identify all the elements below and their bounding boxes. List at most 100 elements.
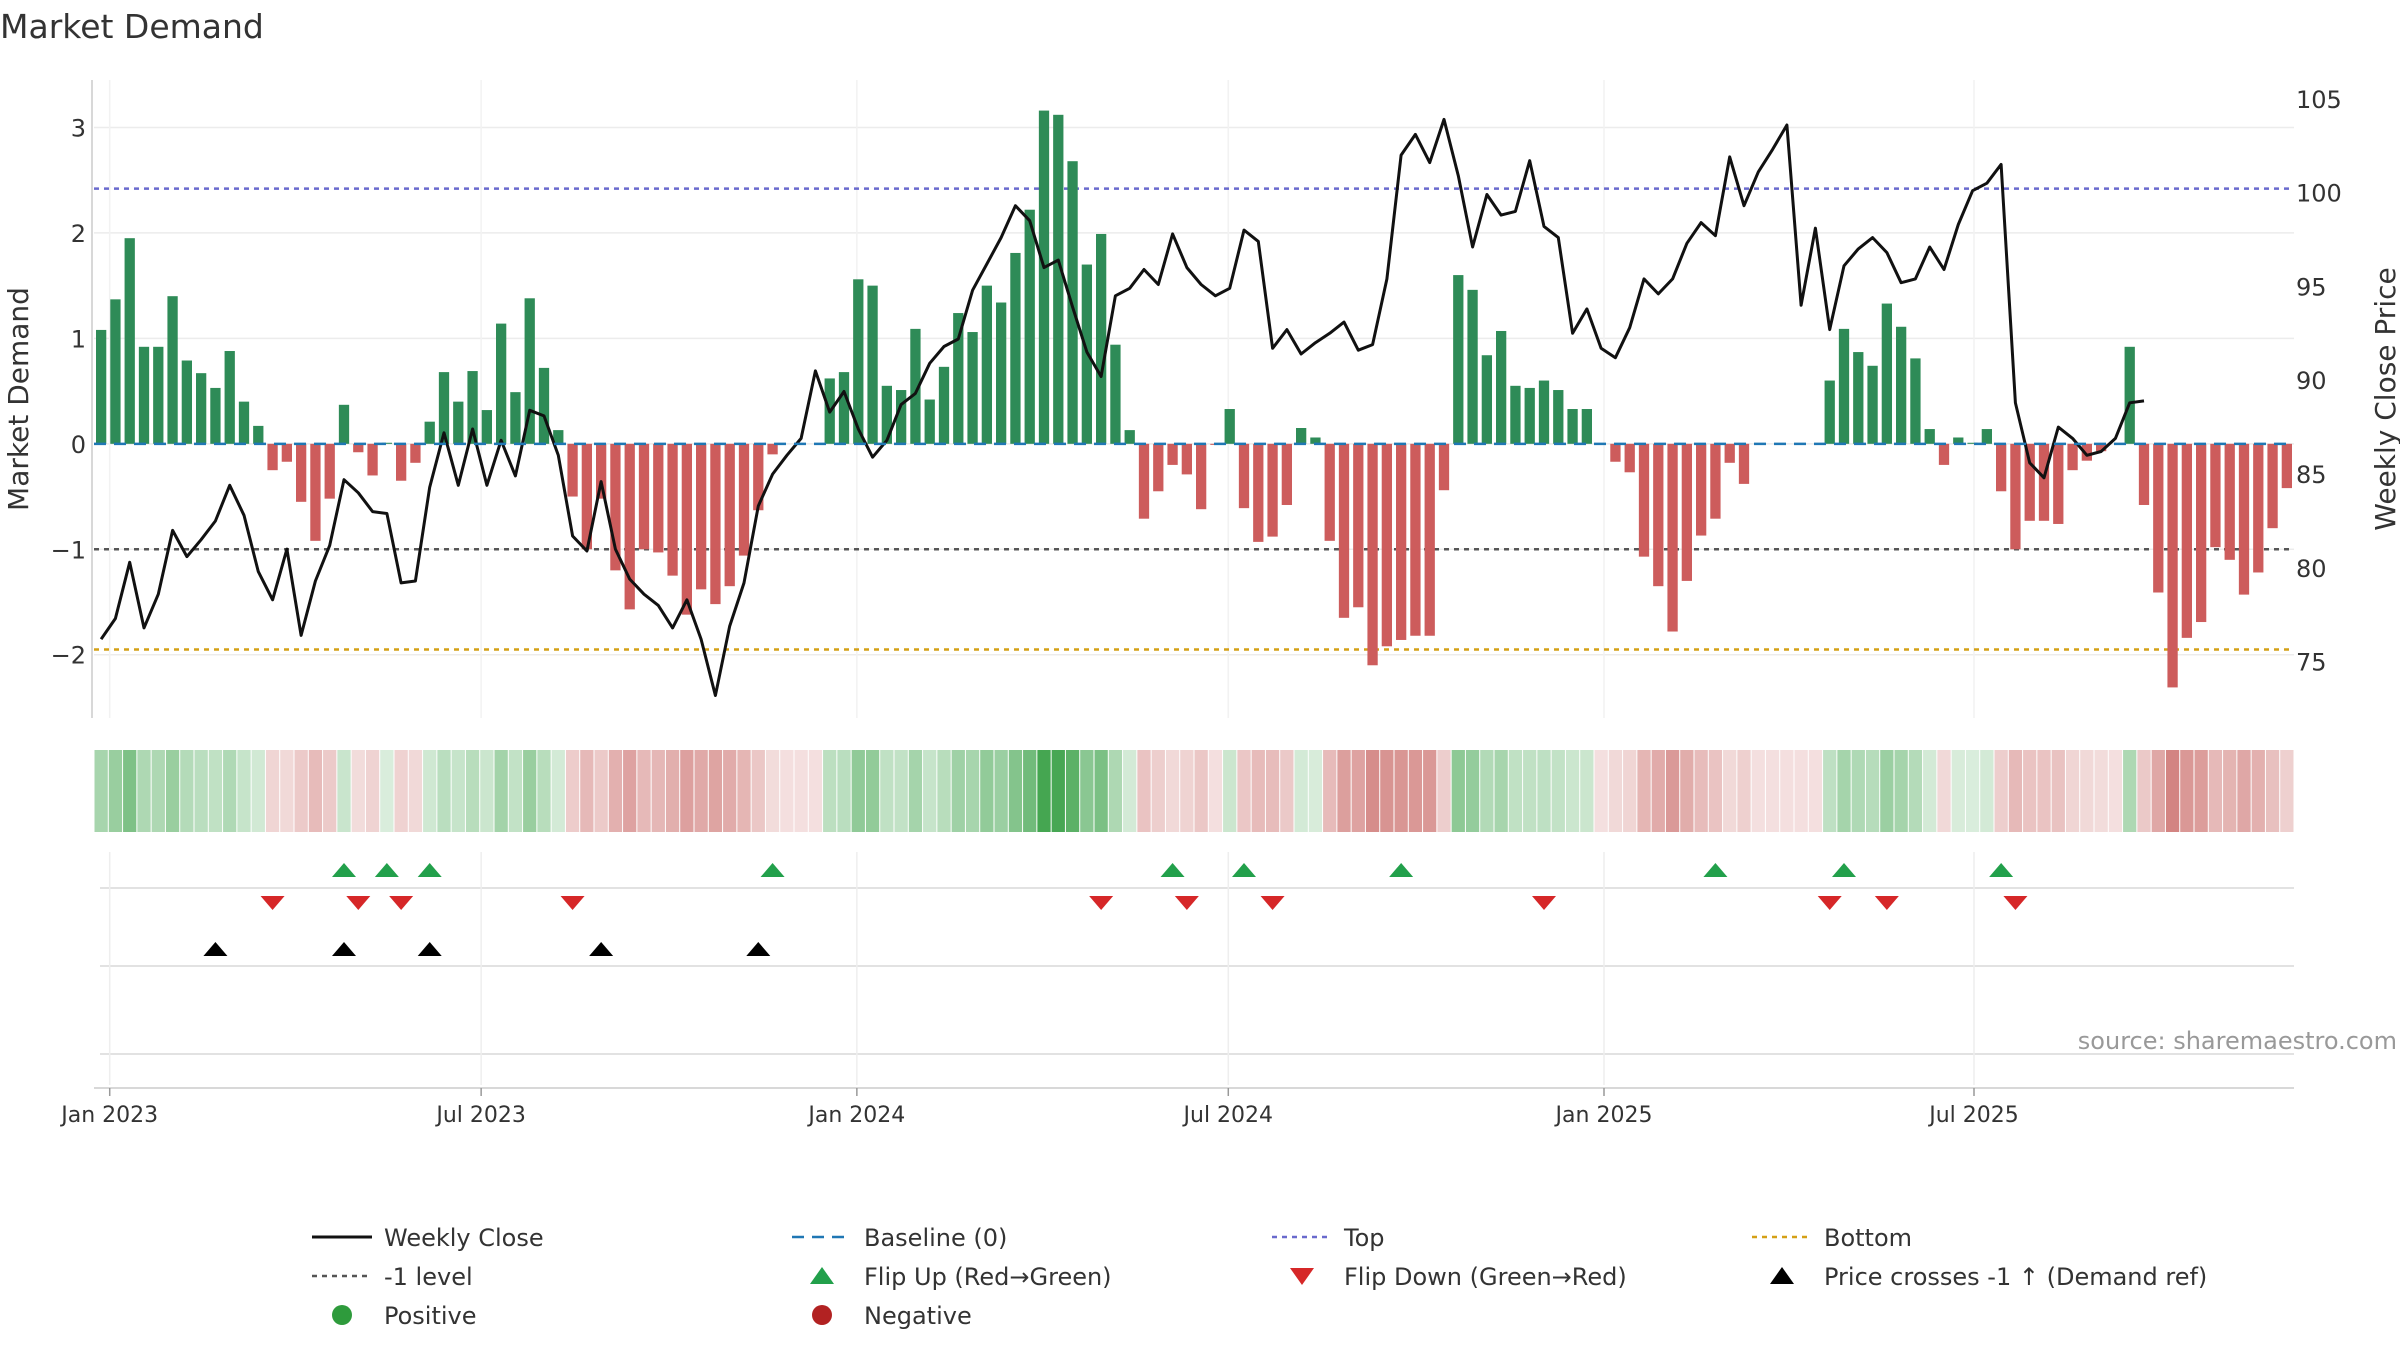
- demand-bar-27: [481, 410, 492, 444]
- heat-cell-138: [2065, 750, 2080, 832]
- heat-cell-51: [823, 750, 837, 832]
- heat-cell-129: [1937, 750, 1951, 832]
- y2-tick-label-4: 95: [2296, 273, 2327, 301]
- demand-heat-strip: [94, 750, 2294, 832]
- heat-cell-39: [651, 750, 665, 832]
- source-note: source: sharemaestro.com: [2078, 1027, 2397, 1055]
- heat-cell-105: [1594, 750, 1608, 832]
- heat-cell-90: [1380, 750, 1394, 832]
- demand-bar-66: [1038, 110, 1050, 444]
- demand-bar-90: [1381, 443, 1392, 647]
- heat-cell-10: [237, 750, 251, 832]
- heat-cell-21: [394, 750, 408, 832]
- legend-label-6: Flip Down (Green→Red): [1344, 1263, 1627, 1291]
- demand-bar-133: [1996, 443, 2007, 492]
- heat-cell-66: [1037, 750, 1051, 832]
- heat-cell-95: [1451, 750, 1465, 832]
- heat-cell-12: [265, 750, 280, 832]
- demand-bar-112: [1696, 443, 1707, 536]
- heat-cell-9: [223, 750, 237, 832]
- demand-bar-40: [667, 443, 678, 576]
- demand-bar-20: [381, 442, 392, 444]
- demand-bar-60: [953, 313, 964, 444]
- heat-cell-103: [1565, 750, 1580, 832]
- weekly-close-line: [99, 117, 2145, 697]
- price-cross-marker-1: [332, 942, 356, 956]
- heat-cell-52: [837, 750, 851, 832]
- heat-cell-59: [937, 750, 951, 832]
- heat-cell-107: [1623, 750, 1637, 832]
- demand-bar-44: [724, 443, 735, 587]
- heat-cell-123: [1851, 750, 1865, 832]
- legend-swatch-flip-up: [810, 1267, 834, 1284]
- demand-bar-89: [1367, 443, 1378, 666]
- heat-cell-64: [1008, 750, 1023, 832]
- y2-tick-label-5: 100: [2296, 180, 2342, 208]
- demand-bar-32: [553, 430, 564, 444]
- heat-cell-78: [1208, 750, 1223, 832]
- demand-bar-18: [353, 443, 364, 453]
- demand-bar-42: [696, 443, 707, 590]
- heat-cell-83: [1280, 750, 1294, 832]
- demand-bar-16: [324, 443, 335, 499]
- heat-cell-87: [1337, 750, 1351, 832]
- demand-bar-28: [496, 323, 507, 444]
- flip-up-marker-6: [1389, 863, 1414, 877]
- heat-cell-15: [308, 750, 323, 832]
- heat-cell-44: [723, 750, 737, 832]
- heat-cell-34: [580, 750, 594, 832]
- heat-cell-134: [2008, 750, 2023, 832]
- demand-bar-124: [1867, 365, 1878, 444]
- heat-cell-43: [708, 750, 723, 832]
- demand-bar-57: [910, 328, 921, 444]
- demand-bar-77: [1196, 443, 1207, 510]
- heat-cell-119: [1794, 750, 1808, 832]
- legend: Weekly Close Baseline (0) Top Bottom -1 leve…: [312, 1224, 2207, 1330]
- reference-lines: [94, 187, 2294, 651]
- demand-bar-7: [196, 373, 207, 444]
- demand-bar-126: [1896, 326, 1907, 444]
- heat-cell-108: [1637, 750, 1651, 832]
- flip-down-marker-7: [1532, 896, 1556, 910]
- demand-bar-74: [1153, 443, 1164, 492]
- price-cross-marker-0: [203, 942, 228, 956]
- heat-cell-139: [2080, 750, 2094, 832]
- demand-bar-93: [1424, 443, 1435, 636]
- flip-up-marker-2: [417, 863, 442, 877]
- y2-tick-label-2: 85: [2296, 461, 2327, 489]
- demand-bar-56: [896, 390, 907, 444]
- heat-cell-140: [2094, 750, 2108, 832]
- demand-bar-3: [138, 346, 150, 444]
- flip-down-marker-2: [389, 896, 414, 910]
- demand-bar-33: [567, 443, 578, 497]
- demand-bar-86: [1324, 443, 1335, 541]
- heat-cell-82: [1265, 750, 1280, 832]
- legend-label-0: Weekly Close: [384, 1224, 544, 1252]
- demand-bar-62: [981, 285, 992, 444]
- heat-cell-42: [694, 750, 708, 832]
- demand-bar-1: [110, 299, 121, 444]
- demand-bar-92: [1410, 443, 1421, 636]
- demand-bar-26: [467, 371, 478, 444]
- heat-cell-118: [1780, 750, 1794, 832]
- demand-bar-4: [153, 346, 164, 444]
- demand-bar-103: [1567, 409, 1578, 444]
- demand-bar-14: [296, 443, 307, 502]
- demand-bar-82: [1267, 443, 1278, 537]
- heat-cell-79: [1223, 750, 1237, 832]
- flip-down-marker-9: [1874, 896, 1899, 910]
- demand-bar-87: [1338, 443, 1350, 618]
- heat-cell-37: [623, 750, 637, 832]
- heat-cell-141: [2108, 750, 2123, 832]
- heat-cell-67: [1051, 750, 1065, 832]
- demand-bar-63: [996, 302, 1007, 444]
- heat-cell-68: [1065, 750, 1080, 832]
- flip-down-marker-5: [1174, 896, 1199, 910]
- heat-cell-110: [1665, 750, 1680, 832]
- demand-bar-64: [1010, 252, 1021, 444]
- demand-bar-13: [281, 443, 292, 462]
- heat-cell-69: [1080, 750, 1094, 832]
- heat-cell-4: [151, 750, 165, 832]
- demand-bar-152: [2267, 443, 2278, 529]
